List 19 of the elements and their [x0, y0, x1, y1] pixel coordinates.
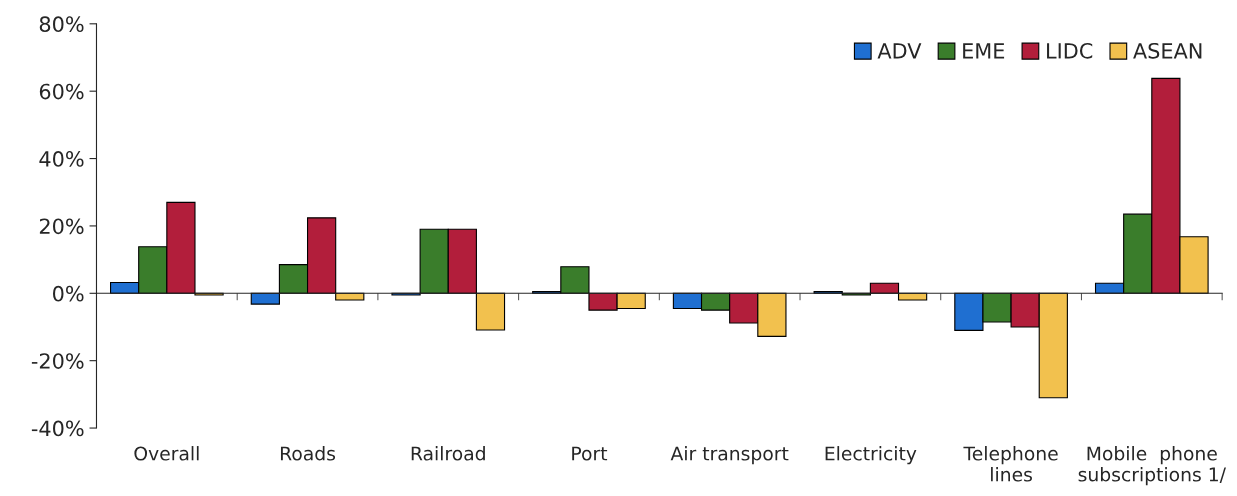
x-tick-label: Electricity — [825, 446, 917, 465]
y-tick-label: 40% — [39, 151, 84, 167]
y-tick-label: 20% — [39, 218, 84, 235]
y-tick-label: -20% — [31, 353, 84, 369]
legend-label: EME — [963, 43, 1005, 59]
x-tick-label: Air transport — [670, 446, 789, 465]
legend-label: ADV — [877, 43, 922, 59]
y-tick-label: 0% — [53, 285, 84, 302]
legend-label: ASEAN — [1133, 42, 1202, 59]
x-tick-label: Telephone lines — [963, 446, 1058, 482]
x-tick-label: Port — [572, 446, 608, 461]
y-tick-label: 80% — [39, 16, 84, 33]
y-tick-label: -40% — [31, 420, 84, 437]
x-tick-label: Railroad — [411, 446, 485, 461]
x-tick-label: Roads — [280, 446, 336, 461]
legend-label: LIDC — [1047, 42, 1093, 59]
y-tick-label: 60% — [39, 83, 84, 100]
x-tick-label: Mobile phone subscriptions 1/ — [1078, 446, 1226, 486]
x-tick-label: Overall — [134, 446, 199, 461]
